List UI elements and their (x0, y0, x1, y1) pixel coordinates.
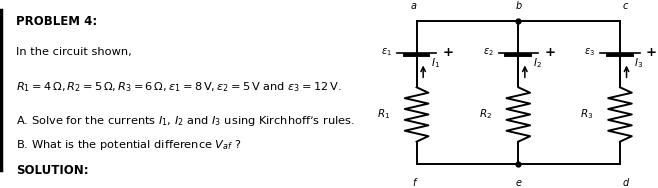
Text: d: d (622, 177, 628, 188)
Text: +: + (544, 46, 555, 59)
Text: $I_3$: $I_3$ (634, 56, 644, 70)
Text: $\varepsilon_3$: $\varepsilon_3$ (584, 46, 595, 58)
Text: $R_1 = 4\,\Omega, R_2 = 5\,\Omega, R_3 = 6\,\Omega, \varepsilon_1 = 8\,\mathrm{V: $R_1 = 4\,\Omega, R_2 = 5\,\Omega, R_3 =… (16, 80, 342, 94)
Text: $R_1$: $R_1$ (377, 108, 390, 121)
Text: +: + (443, 46, 453, 59)
Text: a: a (411, 1, 417, 11)
Text: b: b (515, 1, 521, 11)
Text: +: + (646, 46, 657, 59)
Text: c: c (622, 1, 628, 11)
Text: In the circuit shown,: In the circuit shown, (16, 47, 132, 57)
Text: B. What is the potential difference $V_{af}$ ?: B. What is the potential difference $V_{… (16, 138, 242, 152)
Text: $\varepsilon_1$: $\varepsilon_1$ (381, 46, 392, 58)
Text: $\varepsilon_2$: $\varepsilon_2$ (482, 46, 494, 58)
Text: e: e (515, 177, 521, 188)
Text: $R_3$: $R_3$ (580, 108, 594, 121)
Text: A. Solve for the currents $I_1$, $I_2$ and $I_3$ using Kirchhoff’s rules.: A. Solve for the currents $I_1$, $I_2$ a… (16, 114, 355, 128)
Text: SOLUTION:: SOLUTION: (16, 164, 89, 177)
Text: PROBLEM 4:: PROBLEM 4: (16, 15, 97, 28)
Text: $R_2$: $R_2$ (479, 108, 492, 121)
Text: $I_1$: $I_1$ (431, 56, 440, 70)
Text: $I_2$: $I_2$ (533, 56, 542, 70)
Text: f: f (413, 177, 416, 188)
